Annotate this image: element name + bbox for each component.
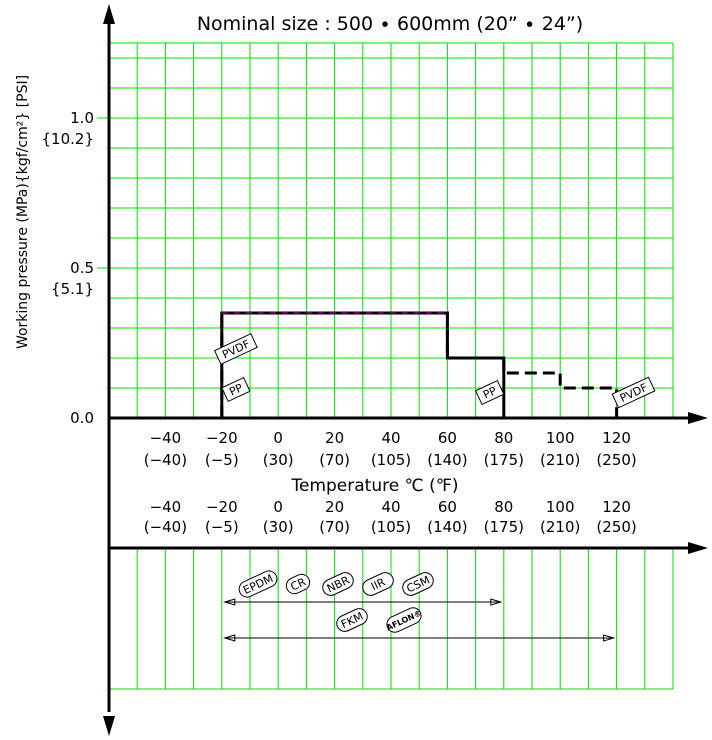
seal-material-tag-box [322,572,354,596]
x-tick-lower-celsius: −40 [150,498,182,516]
y-tick-kgf: {10.2} [42,130,95,148]
chart-title: Nominal size : 500 ∙ 600mm (20” ∙ 24”) [197,13,583,35]
x-tick-lower-fahrenheit: (105) [371,518,411,536]
seal-material-tag: CSM [402,572,434,596]
x-tick-celsius: −20 [206,429,238,447]
series-tag-box [221,376,251,403]
seal-range-arrow-start [223,634,236,642]
x-tick-lower-celsius: 60 [438,498,457,516]
x-tick-fahrenheit: (210) [540,451,580,469]
x-tick-celsius: 0 [273,429,283,447]
x-tick-celsius: 20 [325,429,344,447]
seal-material-tag-box [386,607,422,633]
seal-range-arrow-end [603,634,616,642]
seal-range-arrow-end [490,598,503,606]
x-tick-fahrenheit: (105) [371,451,411,469]
x-tick-fahrenheit: (−5) [205,451,239,469]
seal-material-tag: NBR [322,572,354,596]
x-tick-lower-celsius: 0 [273,498,283,516]
x-axis-arrow [688,412,708,424]
seal-material-tag-box [362,572,394,596]
series-tag-box [611,376,656,409]
y-tick-mpa: 1.0 [70,109,94,127]
x-tick-lower-fahrenheit: (70) [319,518,350,536]
x-tick-lower-fahrenheit: (−5) [205,518,239,536]
x-tick-lower-celsius: 80 [494,498,513,516]
y-axis-label: Working pressure (MPa){kgf/cm²} [PSI] [15,75,31,349]
x-tick-fahrenheit: (140) [427,451,467,469]
x-tick-labels-lower: −40 (−40) −20 (−5) 0 (30) 20 (70) 40 (105) 60 (140)… [144,498,637,536]
seal-material-tag-label: IIR [369,575,388,593]
x-tick-lower-fahrenheit: (140) [427,518,467,536]
seal-material-tag: IIR [362,572,394,596]
series-lines [220,311,619,418]
upper-grid [97,42,674,418]
x-tick-celsius: 120 [602,429,631,447]
series-tag: PVDF [611,376,656,409]
axes [103,4,708,736]
x-tick-celsius: 40 [381,429,400,447]
x-tick-lower-celsius: 100 [546,498,575,516]
y-tick-kgf: {5.1} [51,280,94,298]
seal-material-tag-box [285,573,311,595]
x-tick-lower-celsius: 40 [381,498,400,516]
seal-material-tag: AFLON® [385,607,423,633]
series-tag-label: PP [227,381,245,399]
y-axis-arrow-down [103,716,115,736]
seal-range-arrow-start [223,598,236,606]
x-tick-labels: −40 (−40) −20 (−5) 0 (30) 20 (70) 40 (105) 60 (140)… [144,429,637,469]
seal-material-ranges: EPDM CR NBR IIR CSM FKM AFLON® [223,570,616,642]
series-tag-box [213,333,258,365]
seal-material-tag-box [402,572,434,596]
seal-material-tag: EPDM [238,570,278,598]
x-tick-celsius: −40 [150,429,182,447]
seal-material-tag: CR [285,573,311,595]
seal-material-tag-label: CR [289,575,309,593]
x-tick-lower-fahrenheit: (175) [484,518,524,536]
x-tick-fahrenheit: (−40) [144,451,187,469]
lower-grid [109,548,674,690]
series-tag-box [474,379,505,406]
y-tick-mpa: 0.0 [70,409,94,427]
y-tick-mpa: 0.5 [70,259,94,277]
x-tick-fahrenheit: (175) [484,451,524,469]
x-tick-fahrenheit: (70) [319,451,350,469]
series-tag: PP [221,376,251,403]
seal-material-tag-box [238,570,278,598]
series-tag-label: PP [481,384,499,402]
x-tick-lower-celsius: 20 [325,498,344,516]
x-axis-label: Temperature ℃ (℉) [290,476,458,496]
x-tick-lower-fahrenheit: (250) [596,518,636,536]
series-line-pp [220,311,506,418]
x-tick-lower-celsius: 120 [602,498,631,516]
x-tick-celsius: 100 [546,429,575,447]
x-tick-celsius: 80 [494,429,513,447]
x-axis-lower-arrow [688,542,708,554]
x-tick-lower-fahrenheit: (210) [540,518,580,536]
series-tag: PP [474,379,505,406]
x-tick-lower-celsius: −20 [206,498,238,516]
x-tick-fahrenheit: (250) [596,451,636,469]
y-tick-labels: 0.0 0.5 {5.1} 1.0 {10.2} [42,109,95,427]
seal-material-tag-box [336,608,368,632]
seal-material-tag: FKM [336,608,368,632]
x-tick-fahrenheit: (30) [263,451,294,469]
y-axis-arrow-up [103,4,115,24]
x-tick-lower-fahrenheit: (30) [263,518,294,536]
x-tick-celsius: 60 [438,429,457,447]
x-tick-lower-fahrenheit: (−40) [144,518,187,536]
